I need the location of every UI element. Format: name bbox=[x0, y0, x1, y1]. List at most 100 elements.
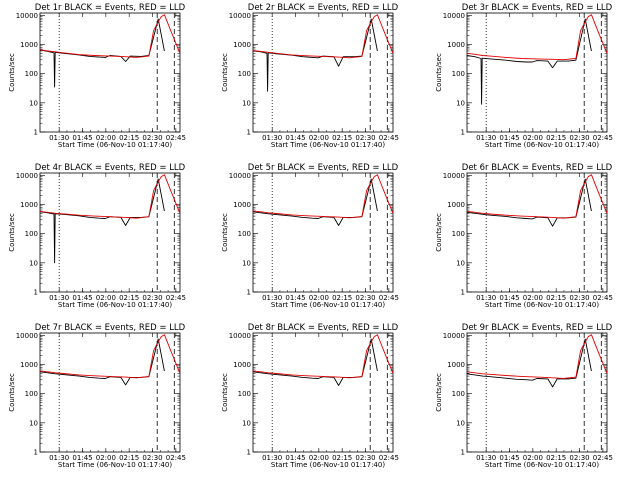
y-tick-label: 10000 bbox=[443, 332, 465, 340]
y-tick-label: 1000 bbox=[20, 201, 38, 209]
panel-title: Det 4r BLACK = Events, RED = LLD bbox=[35, 163, 186, 173]
plot-frame bbox=[39, 172, 181, 293]
plot-frame bbox=[252, 332, 394, 453]
panel-title: Det 8r BLACK = Events, RED = LLD bbox=[248, 323, 399, 333]
x-tick-label: 01:45 bbox=[285, 454, 305, 462]
x-tick-label: 01:30 bbox=[262, 294, 282, 302]
y-tick-label: 10 bbox=[456, 419, 465, 427]
x-axis-label: Start Time (06-Nov-10 01:17:40) bbox=[485, 301, 599, 309]
y-tick-label: 1000 bbox=[233, 361, 251, 369]
panel-title: Det 2r BLACK = Events, RED = LLD bbox=[248, 3, 399, 13]
x-tick-label: 01:30 bbox=[49, 134, 69, 142]
x-tick-label: 01:45 bbox=[499, 134, 519, 142]
y-tick-label: 10000 bbox=[229, 12, 251, 20]
y-tick-label: 1000 bbox=[233, 41, 251, 49]
plot-frame bbox=[252, 172, 394, 293]
panel-title: Det 7r BLACK = Events, RED = LLD bbox=[35, 323, 186, 333]
x-tick-label: 02:00 bbox=[309, 454, 329, 462]
y-tick-label: 100 bbox=[238, 70, 251, 78]
series-lld-line bbox=[252, 334, 394, 379]
y-tick-label: 10000 bbox=[229, 172, 251, 180]
y-tick-label: 100 bbox=[25, 70, 38, 78]
panel-3: Det 3r BLACK = Events, RED = LLD 1 10 100 10… bbox=[435, 3, 613, 149]
y-tick-label: 1 bbox=[34, 289, 38, 297]
x-tick-label: 02:30 bbox=[569, 454, 589, 462]
panel-1: Det 1r BLACK = Events, RED = LLD 1 10 100 10… bbox=[8, 3, 186, 149]
y-tick-label: 1 bbox=[461, 449, 465, 457]
panel-9: Det 9r BLACK = Events, RED = LLD 1 10 100 10… bbox=[435, 323, 613, 469]
plot-frame bbox=[252, 12, 394, 133]
x-tick-label: 01:45 bbox=[72, 294, 92, 302]
series-lld-line bbox=[252, 174, 394, 219]
y-tick-label: 10 bbox=[29, 99, 38, 107]
x-tick-label: 02:30 bbox=[569, 134, 589, 142]
y-tick-label: 1 bbox=[247, 129, 251, 137]
plot-frame bbox=[466, 172, 608, 293]
y-axis-label: Counts/sec bbox=[221, 213, 229, 252]
x-tick-label: 02:15 bbox=[332, 454, 352, 462]
x-tick-label: 02:30 bbox=[142, 134, 162, 142]
x-axis-label: Start Time (06-Nov-10 01:17:40) bbox=[58, 461, 172, 469]
y-tick-label: 10000 bbox=[16, 332, 38, 340]
x-tick-label: 02:00 bbox=[523, 134, 543, 142]
y-tick-label: 10 bbox=[456, 99, 465, 107]
y-tick-label: 1000 bbox=[20, 361, 38, 369]
panel-title: Det 1r BLACK = Events, RED = LLD bbox=[35, 3, 186, 13]
x-tick-label: 02:00 bbox=[523, 294, 543, 302]
y-tick-label: 10 bbox=[29, 259, 38, 267]
y-tick-label: 100 bbox=[238, 230, 251, 238]
x-tick-label: 02:00 bbox=[96, 134, 116, 142]
y-tick-label: 100 bbox=[238, 390, 251, 398]
y-axis-label: Counts/sec bbox=[221, 53, 229, 92]
x-tick-label: 02:00 bbox=[96, 454, 116, 462]
series-lld-line bbox=[466, 14, 608, 61]
x-axis-label: Start Time (06-Nov-10 01:17:40) bbox=[271, 301, 385, 309]
x-tick-label: 01:30 bbox=[262, 454, 282, 462]
y-tick-label: 1 bbox=[461, 129, 465, 137]
series-lld-line bbox=[466, 174, 608, 219]
y-tick-label: 10 bbox=[242, 259, 251, 267]
y-tick-label: 10 bbox=[242, 99, 251, 107]
x-tick-label: 01:30 bbox=[49, 294, 69, 302]
x-axis-label: Start Time (06-Nov-10 01:17:40) bbox=[485, 141, 599, 149]
y-tick-label: 1000 bbox=[20, 41, 38, 49]
series-events-line bbox=[39, 338, 165, 386]
x-tick-label: 01:45 bbox=[285, 134, 305, 142]
y-axis-label: Counts/sec bbox=[8, 53, 16, 92]
y-tick-label: 100 bbox=[452, 390, 465, 398]
panel-title: Det 9r BLACK = Events, RED = LLD bbox=[462, 323, 613, 333]
x-tick-label: 02:15 bbox=[119, 454, 139, 462]
y-tick-label: 10000 bbox=[229, 332, 251, 340]
y-tick-label: 100 bbox=[452, 230, 465, 238]
y-tick-label: 1 bbox=[461, 289, 465, 297]
x-axis-label: Start Time (06-Nov-10 01:17:40) bbox=[485, 461, 599, 469]
x-tick-label: 02:45 bbox=[166, 134, 186, 142]
x-tick-label: 02:00 bbox=[523, 454, 543, 462]
y-axis-label: Counts/sec bbox=[8, 213, 16, 252]
x-tick-label: 01:45 bbox=[499, 294, 519, 302]
y-tick-label: 10000 bbox=[443, 12, 465, 20]
panel-8: Det 8r BLACK = Events, RED = LLD 1 10 100 10… bbox=[221, 323, 399, 469]
x-tick-label: 01:45 bbox=[72, 134, 92, 142]
x-tick-label: 02:15 bbox=[119, 134, 139, 142]
series-lld-line bbox=[39, 14, 181, 58]
x-tick-label: 02:30 bbox=[142, 454, 162, 462]
x-tick-label: 02:15 bbox=[332, 134, 352, 142]
y-axis-label: Counts/sec bbox=[435, 373, 443, 412]
panel-7: Det 7r BLACK = Events, RED = LLD 1 10 100 10… bbox=[8, 323, 186, 469]
y-tick-label: 1000 bbox=[447, 41, 465, 49]
x-tick-label: 02:45 bbox=[593, 134, 613, 142]
x-tick-label: 02:30 bbox=[355, 294, 375, 302]
panel-6: Det 6r BLACK = Events, RED = LLD 1 10 100 10… bbox=[435, 163, 613, 309]
series-lld-line bbox=[466, 334, 608, 379]
x-tick-label: 02:30 bbox=[142, 294, 162, 302]
series-events-line bbox=[252, 18, 378, 92]
y-tick-label: 10000 bbox=[16, 12, 38, 20]
x-tick-label: 02:45 bbox=[379, 454, 399, 462]
x-tick-label: 01:30 bbox=[476, 134, 496, 142]
x-tick-label: 02:30 bbox=[569, 294, 589, 302]
y-tick-label: 100 bbox=[452, 70, 465, 78]
x-axis-label: Start Time (06-Nov-10 01:17:40) bbox=[58, 301, 172, 309]
y-tick-label: 1 bbox=[247, 289, 251, 297]
